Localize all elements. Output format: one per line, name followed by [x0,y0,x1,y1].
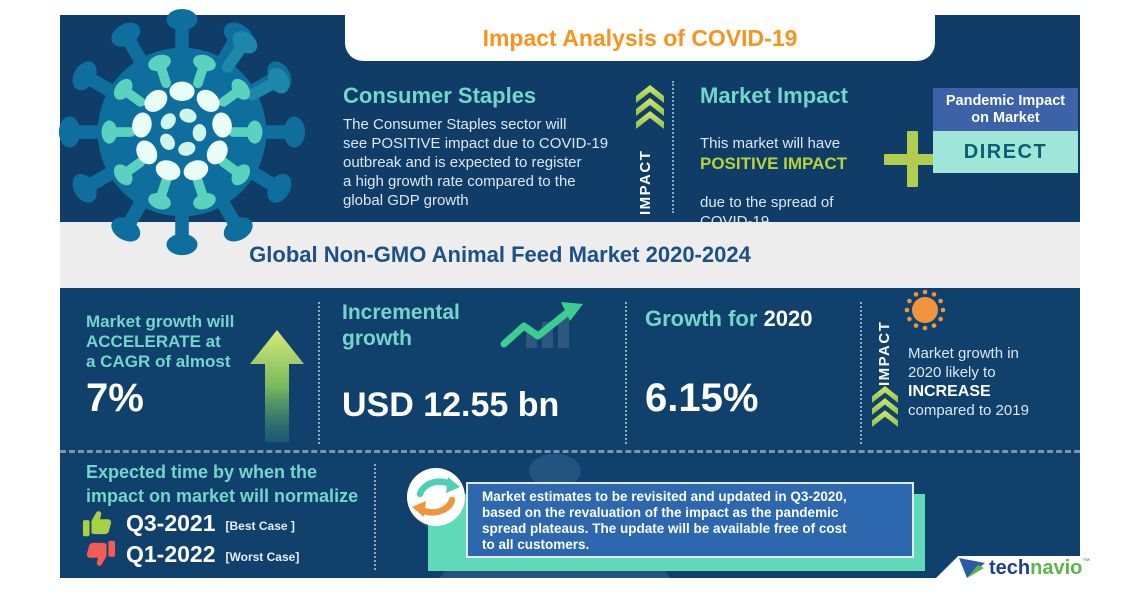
impact-chevrons-icon [636,85,664,129]
incremental-growth-heading: Incremental growth [342,301,460,350]
divider [672,81,674,213]
impact-vertical-label: IMPACT [637,149,654,215]
divider [60,450,1080,453]
title-banner: Impact Analysis of COVID-19 [345,15,935,61]
positive-impact-highlight: POSITIVE IMPACT [700,154,848,173]
cagr-value: 7% [86,376,144,420]
note-text: Market estimates to be revisited and upd… [482,489,847,552]
worst-case-label: [Worst Case] [225,549,300,564]
normalize-heading: Expected time by when the impact on mark… [86,462,359,506]
growth-2020-heading: Growth for 2020 [645,306,813,332]
pandemic-impact-box: Pandemic Impact on Market DIRECT [933,88,1078,173]
market-impact-line2: due to the spread of COVID-19 [700,194,834,230]
impact-chevrons-icon [872,386,898,427]
brand-navio: navio [1030,556,1083,579]
divider [318,302,320,444]
growth-heading-text: Growth for [645,306,758,331]
impact-line2: compared to 2019 [908,402,1029,419]
coronavirus-illustration-icon [58,8,306,256]
technavio-logo: technavio™ [958,555,1090,581]
refresh-arrows-icon [407,468,465,526]
impact-highlight: INCREASE [908,383,991,400]
plus-icon [884,131,940,187]
bottom-panel: Market growth will ACCELERATE at a CAGR … [60,288,1080,578]
cagr-text: Market growth will ACCELERATE at a CAGR … [86,312,235,371]
consumer-staples-heading: Consumer Staples [343,83,537,108]
growth-2020-value: 6.15% [645,376,759,420]
market-impact-heading: Market Impact [700,83,848,108]
thumbs-up-icon [82,511,112,537]
market-impact-body: This market will have POSITIVE IMPACT du… [700,115,847,231]
report-title: Global Non-GMO Animal Feed Market 2020-2… [249,242,751,267]
pandemic-box-value: DIRECT [933,131,1078,173]
market-impact-line1: This market will have [700,135,841,152]
impact-text: Market growth in 2020 likely to INCREASE… [908,344,1029,420]
note-box: Market estimates to be revisited and upd… [466,482,914,558]
best-case-row: Q3-2021 [Best Case ] [82,508,295,538]
incremental-growth-value: USD 12.55 bn [342,386,560,424]
growth-heading-year: 2020 [763,306,813,331]
banner-title: Impact Analysis of COVID-19 [482,24,798,51]
consumer-staples-body: The Consumer Staples sector will see POS… [343,116,609,209]
divider [860,302,862,444]
up-arrow-icon [250,330,304,442]
best-case-value: Q3-2021 [126,509,216,536]
worst-case-value: Q1-2022 [126,540,216,567]
worst-case-row: Q1-2022 [Worst Case] [82,539,299,569]
thumbs-down-icon [86,540,116,566]
trend-arrow-icon [500,302,583,348]
technavio-logo-icon [959,558,985,578]
brand-trademark: ™ [1082,556,1091,566]
impact-line1: Market growth in 2020 likely to [908,345,1019,381]
brand-tech: tech [989,556,1031,579]
technavio-logo-text: technavio™ [989,557,1090,580]
divider [625,302,627,444]
divider [374,464,376,570]
impact-vertical-label: IMPACT [876,320,893,386]
virus-icon [904,290,946,331]
pandemic-box-header: Pandemic Impact on Market [933,88,1078,131]
best-case-label: [Best Case ] [225,518,295,533]
